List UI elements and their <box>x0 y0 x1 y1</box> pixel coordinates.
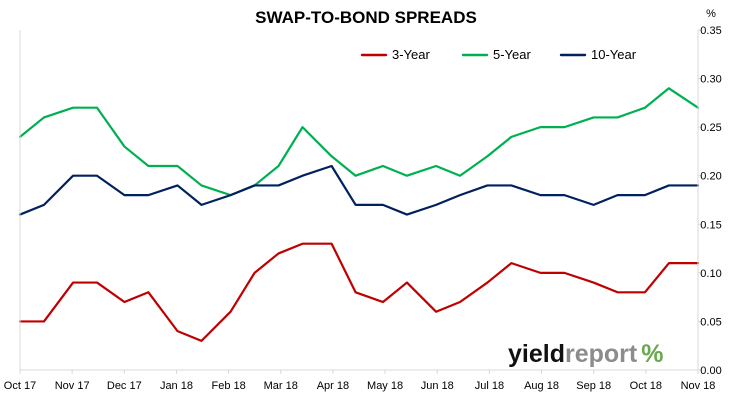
y-tick-label: 0.05 <box>700 316 721 328</box>
series-line-10-year <box>18 164 700 216</box>
y-axis-unit-label: % <box>706 8 716 20</box>
x-tick-label: Mar 18 <box>264 380 298 392</box>
y-tick-label: 0.30 <box>700 74 721 86</box>
x-tick-label: May 18 <box>367 380 403 392</box>
watermark-percent-icon: % <box>641 340 663 368</box>
legend-label: 3-Year <box>392 47 430 62</box>
y-tick-label: 0.20 <box>700 171 721 183</box>
series-line-5-year <box>18 87 700 197</box>
x-tick-label: Sep 18 <box>576 380 611 392</box>
y-tick-label: 0.25 <box>700 122 721 134</box>
x-tick-label: Nov 18 <box>681 380 716 392</box>
watermark-text-part-a: yield <box>508 340 565 368</box>
y-tick-label: 0.35 <box>700 25 721 37</box>
y-tick-label: 0.00 <box>700 365 721 377</box>
x-tick-label: Nov 17 <box>55 380 90 392</box>
legend-label: 10-Year <box>591 47 637 62</box>
x-tick-label: Jun 18 <box>421 380 454 392</box>
y-tick-label: 0.10 <box>700 268 721 280</box>
x-tick-label: Oct 18 <box>630 380 662 392</box>
x-tick-label: Oct 17 <box>4 380 36 392</box>
legend-label: 5-Year <box>493 47 531 62</box>
x-tick-label: Jan 18 <box>160 380 193 392</box>
y-tick-label: 0.15 <box>700 219 721 231</box>
plot-layer <box>18 87 700 342</box>
legend: 3-Year 5-Year 10-Year <box>360 47 637 62</box>
x-tick-label: Jul 18 <box>475 380 504 392</box>
x-tick-label: Dec 17 <box>107 380 142 392</box>
watermark: yieldreport% <box>508 340 663 368</box>
x-tick-label: Feb 18 <box>211 380 245 392</box>
axis-layer: 0.00 0.05 0.10 0.15 0.20 0.25 0.30 0.35 Oct 17 No… <box>4 25 722 392</box>
x-tick-label: Aug 18 <box>524 380 559 392</box>
x-tick-label: Apr 18 <box>317 380 349 392</box>
series-line-3-year <box>18 242 700 342</box>
watermark-text: yieldreport% <box>508 340 663 368</box>
chart-title: SWAP-TO-BOND SPREADS <box>255 8 477 27</box>
watermark-text-part-b: report <box>565 340 638 368</box>
